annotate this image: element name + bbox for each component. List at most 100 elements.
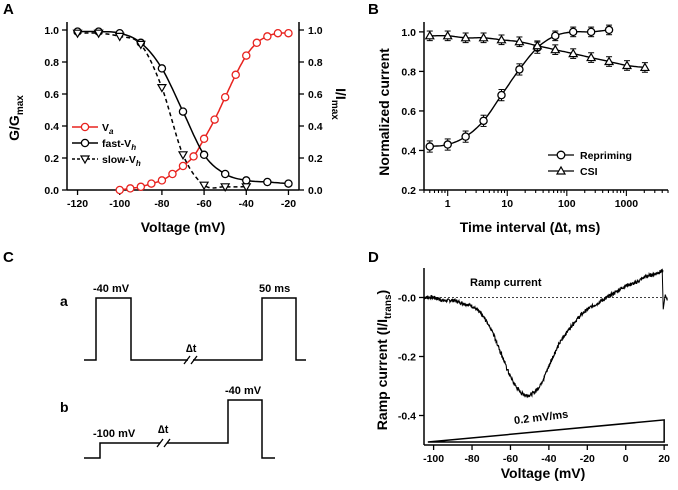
chart-b-point-Repriming: [461, 132, 470, 141]
chart-b-point-CSI: [532, 40, 543, 50]
chart-a-right-ytick-label: 0.4: [308, 121, 323, 133]
protocol-b-trace-right: [167, 399, 275, 459]
chart-b-line-Repriming: [429, 29, 610, 148]
chart-b-point-CSI: [478, 32, 489, 42]
chart-b-ytick-label: 0.4: [401, 145, 416, 157]
chart-a-point-Va: [189, 152, 198, 161]
chart-a-xtick-label: -80: [154, 198, 169, 210]
chart-a-xtick-label: -40: [239, 198, 254, 210]
chart-a-point-Va: [199, 134, 209, 144]
legend-csi-marker: [555, 165, 567, 175]
chart-d-xtick-label: -20: [580, 453, 595, 465]
chart-d-yticks: -0.0 -0.2 -0.4: [398, 293, 424, 423]
protocol-diagram: a -40 mV 50 ms ∆t b -100 mV -40 mV ∆t: [60, 283, 306, 459]
legend-va-marker: [80, 122, 90, 132]
chart-a-point-Va: [178, 161, 188, 171]
chart-a-point-Va: [273, 28, 283, 38]
chart-b-point-CSI: [586, 52, 597, 62]
protocol-a-delta-t: ∆t: [186, 343, 197, 355]
chart-b-xticks: 1 10 100 1000: [423, 190, 669, 210]
chart-a-legend: Va fast-Vh slow-Vh: [72, 122, 141, 168]
chart-b-ylabel: Normalized current: [376, 48, 392, 176]
panel-d-label: D: [368, 249, 379, 266]
chart-b-point-CSI: [424, 30, 435, 40]
chart-d: -100 -80 -60 -40 -20 0 20 -0.0 -0.2 -0.4 Ramp cu…: [374, 268, 670, 481]
chart-a-point-Va: [231, 70, 240, 80]
chart-a-xtick-label: -100: [109, 198, 130, 210]
chart-a-markers: [72, 27, 293, 195]
legend-slow-marker: [79, 155, 91, 165]
chart-a-point-Va: [157, 176, 167, 185]
legend-slow-label: slow-Vh: [102, 154, 141, 168]
chart-a-point-fast-Vh: [220, 169, 230, 179]
chart-b: 1 10 100 1000 0.2 0.4 0.6 0.8 1.0 Time interval…: [376, 22, 669, 235]
chart-a-point-fast-Vh: [263, 177, 272, 187]
chart-b-xlabel: Time interval (∆t, ms): [460, 219, 601, 235]
legend-va-label: Va: [102, 122, 114, 136]
protocol-row-a-label: a: [60, 293, 68, 309]
chart-a-point-fast-Vh: [242, 176, 251, 185]
chart-b-xtick-label: 10: [501, 198, 513, 210]
chart-a-xtick-label: -20: [281, 198, 296, 210]
chart-b-ytick-label: 0.8: [401, 66, 416, 78]
chart-a-xticks: -120 -100 -80 -60 -40 -20: [67, 190, 296, 210]
chart-d-ylabel-main: Ramp current (I/I: [374, 319, 390, 430]
chart-a-ytick-label: 1.0: [44, 25, 59, 37]
chart-b-ytick-label: 0.2: [401, 185, 416, 197]
chart-d-xtick-label: 20: [658, 453, 670, 465]
chart-a-xtick-label: -120: [67, 198, 88, 210]
chart-a: -120 -100 -80 -60 -40 -20 0.00.20.40.60.81.0 …: [6, 22, 349, 235]
chart-a-point-slow-Vh: [241, 183, 252, 193]
chart-a-ylabel: G/Gmax: [6, 95, 26, 141]
chart-d-xticks: -100 -80 -60 -40 -20 0 20: [423, 445, 670, 465]
chart-a-point-Va: [136, 182, 146, 192]
chart-a-point-Va: [252, 38, 262, 48]
chart-b-legend: Repriming CSI: [548, 150, 632, 178]
chart-d-ylabel-close: ): [374, 290, 390, 295]
chart-a-point-slow-Vh: [135, 40, 146, 50]
chart-b-point-CSI: [550, 44, 561, 54]
protocol-b-pulse-label: -40 mV: [225, 385, 262, 397]
chart-a-right-yticks: 0.0 0.2 0.4 0.6 0.8 1.0: [299, 25, 323, 197]
chart-b-point-Repriming: [425, 142, 435, 151]
legend-fast-label: fast-Vh: [102, 138, 136, 152]
chart-d-ramp-tail: [661, 270, 668, 310]
panel-b-label: B: [368, 1, 379, 18]
chart-a-point-slow-Vh: [220, 183, 231, 193]
chart-b-point-Repriming: [479, 116, 488, 126]
chart-b-ytick-label: 0.6: [401, 106, 416, 118]
chart-a-right-ytick-label: 0.2: [308, 153, 323, 165]
chart-d-ramp-trace: [423, 268, 664, 399]
chart-a-point-fast-Vh: [284, 179, 293, 188]
chart-d-ylabel-sub: trans: [383, 294, 394, 319]
chart-a-point-Va: [220, 92, 230, 102]
chart-a-point-slow-Vh: [177, 151, 189, 161]
panel-a-label: A: [3, 1, 14, 18]
chart-a-point-Va: [210, 115, 219, 124]
chart-a-right-ylabel-sub: max: [329, 100, 340, 120]
protocol-b-delta-t: ∆t: [158, 424, 169, 436]
chart-b-point-Repriming: [443, 140, 452, 149]
chart-b-point-CSI: [639, 62, 650, 72]
chart-d-xtick-label: -40: [541, 453, 556, 465]
protocol-a-pulse-label: -40 mV: [93, 283, 130, 295]
legend-repriming-marker: [556, 150, 566, 160]
chart-d-xtick-label: -80: [464, 453, 479, 465]
protocol-row-b-label: b: [60, 399, 69, 415]
chart-b-xtick-label: 1000: [615, 198, 639, 210]
chart-b-ytick-label: 1.0: [401, 27, 416, 39]
chart-b-point-Repriming: [604, 25, 614, 35]
chart-d-ytick-label: -0.4: [398, 411, 416, 423]
chart-a-point-slow-Vh: [199, 181, 210, 191]
chart-d-ramp-label: 0.2 mV/ms: [513, 409, 568, 428]
chart-b-point-CSI: [514, 36, 525, 46]
protocol-a-break-1: [183, 355, 191, 365]
panel-c-label: C: [3, 249, 14, 266]
chart-a-line-Va: [119, 32, 289, 191]
chart-a-yticks: 0.0 0.2 0.4 0.6 0.8 1.0: [44, 25, 67, 197]
chart-d-ylabel: Ramp current (I/Itrans): [374, 290, 394, 430]
chart-d-xtick-label: 0: [623, 453, 629, 465]
chart-a-point-fast-Vh: [199, 150, 209, 160]
chart-d-xtick-label: -60: [503, 453, 518, 465]
chart-a-point-Va: [126, 184, 135, 193]
